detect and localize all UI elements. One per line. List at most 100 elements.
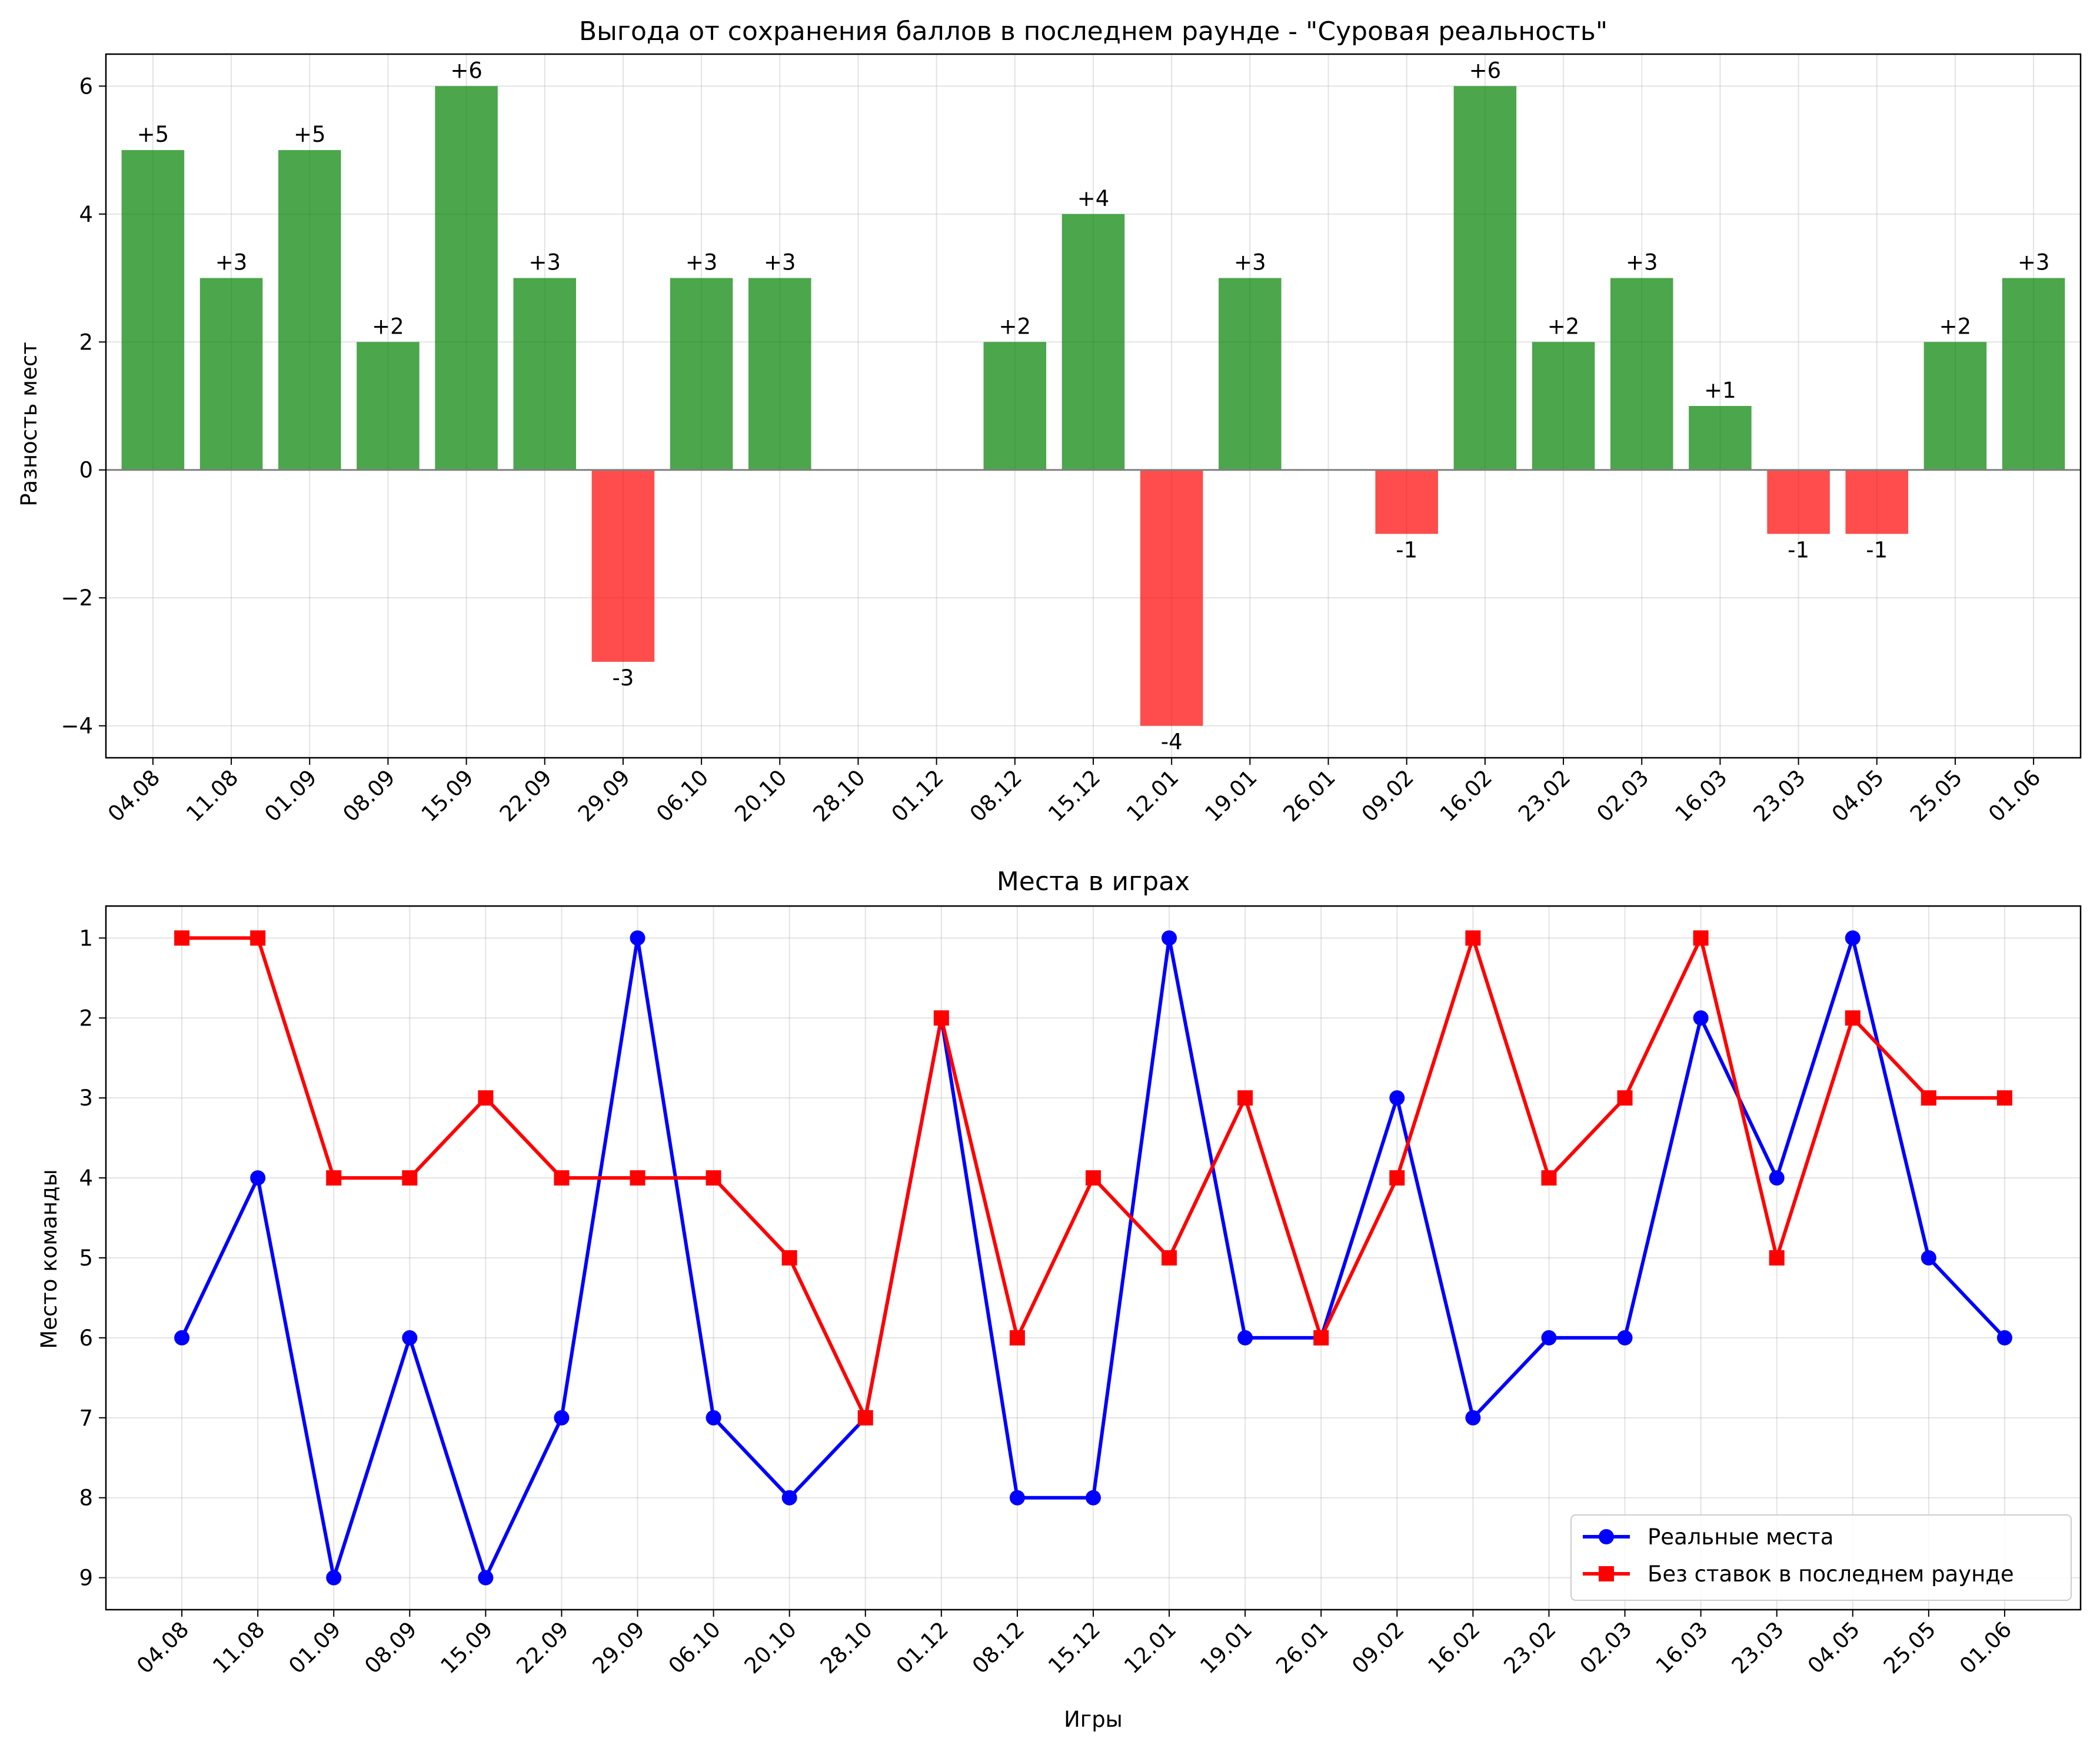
data-point-real [250,1170,266,1186]
data-point-real [1845,930,1861,946]
data-point-real [1009,1490,1025,1506]
legend-box [1570,1514,2072,1601]
bar-value-label: +2 [1547,314,1580,339]
data-point-real [1769,1170,1785,1186]
bar [1061,214,1125,470]
data-point-real [1693,1010,1709,1026]
bar [670,278,733,470]
bar [748,278,811,470]
bar-value-label: +4 [1077,186,1110,211]
line-chart-x-axis-label: Игры [1064,1707,1123,1732]
data-point-no-bets [857,1410,873,1426]
data-point-no-bets [402,1170,418,1186]
bar-chart-bars [121,86,2065,726]
bar [1219,278,1282,470]
data-point-no-bets [1845,1010,1861,1026]
data-point-real [1237,1330,1253,1346]
bar [121,150,185,470]
line-chart-series [174,930,2012,1586]
y-tick-label: 9 [79,1566,93,1591]
data-point-no-bets [1693,930,1709,946]
legend-marker-no-bets [1599,1566,1614,1581]
y-tick-label: 4 [79,1165,93,1191]
data-point-real [1541,1330,1557,1346]
bar [983,342,1047,470]
data-point-no-bets [1465,930,1481,946]
data-point-no-bets [1162,1250,1177,1266]
line-chart-y-axis-label: Место команды [36,1169,62,1349]
data-point-no-bets [1237,1090,1253,1106]
data-point-no-bets [1617,1090,1633,1106]
bar-value-label: +2 [372,314,404,339]
bar [1610,278,1673,470]
line-chart-plot-frame [105,905,2082,1611]
bar-value-label: -1 [1396,537,1417,562]
bar [278,150,341,470]
y-tick-label: 1 [79,925,93,951]
bar [435,86,498,470]
bar [1532,342,1595,470]
data-point-no-bets [1769,1250,1785,1266]
data-point-no-bets [630,1170,645,1186]
y-tick-label: 5 [79,1246,93,1271]
bar [1767,469,1830,534]
bar [357,342,420,470]
data-point-real [174,1330,190,1346]
y-tick-label: 2 [79,329,93,355]
bar-chart-value-labels: +5 +3 +5 +2 +6 +3 -3 +3 +3 +2 +4 -4 +3 -1 +6 +2 +3 +1 -1 -1… [137,58,2050,754]
line-chart-y-ticks: 1 2 3 4 5 6 7 8 9 [79,925,106,1591]
data-point-real [630,930,645,946]
bar-value-label: +1 [1704,378,1736,403]
data-point-no-bets [174,930,190,946]
data-point-no-bets [1313,1330,1329,1346]
bar-value-label: +5 [294,122,326,147]
bar [1375,469,1438,534]
bar [2002,278,2065,470]
bar-chart-plot-frame [105,53,2082,759]
bar [1689,406,1752,470]
data-point-no-bets [554,1170,570,1186]
bar-value-label: +2 [1939,314,1972,339]
bar-value-label: +3 [685,250,718,275]
data-point-no-bets [1009,1330,1025,1346]
data-point-real [1465,1410,1481,1426]
line-chart-title: Места в играх [997,867,1190,897]
bar-value-label: -1 [1788,537,1809,562]
data-point-real [1086,1490,1101,1506]
bar-value-label: +3 [764,250,796,275]
bar-value-label: +3 [2018,250,2050,275]
data-point-no-bets [781,1250,797,1266]
y-tick-label: 3 [79,1085,93,1111]
data-point-real [1162,930,1177,946]
y-tick-label: 6 [79,1326,93,1351]
bar-value-label: +5 [137,122,169,147]
data-point-no-bets [705,1170,721,1186]
y-tick-label: 7 [79,1406,93,1431]
data-point-real [1617,1330,1633,1346]
bar [1845,469,1909,534]
y-tick-label: 6 [79,74,93,99]
legend: Реальные места Без ставок в последнем ра… [1570,1514,2072,1601]
bar-value-label: +3 [215,250,248,275]
y-tick-label: 2 [79,1005,93,1031]
bar-chart-y-ticks: −4 −2 0 2 4 6 [61,74,106,739]
bar-value-label: -4 [1161,730,1183,755]
data-point-real [554,1410,570,1426]
bar-value-label: -3 [612,665,634,691]
data-point-no-bets [1086,1170,1101,1186]
bar-value-label: +6 [1469,58,1502,83]
legend-marker-real [1599,1529,1614,1544]
bar [1453,86,1517,470]
data-point-no-bets [250,930,266,946]
data-point-no-bets [1921,1090,1936,1106]
y-tick-label: 8 [79,1486,93,1511]
bar-value-label: +6 [450,58,482,83]
data-point-real [781,1490,797,1506]
bar-chart-title: Выгода от сохранения баллов в последнем … [579,16,1608,46]
data-point-real [326,1570,342,1586]
data-point-real [1389,1090,1405,1106]
bar-value-label: +3 [529,250,561,275]
data-point-real [1996,1330,2012,1346]
y-tick-label: −2 [61,585,93,611]
